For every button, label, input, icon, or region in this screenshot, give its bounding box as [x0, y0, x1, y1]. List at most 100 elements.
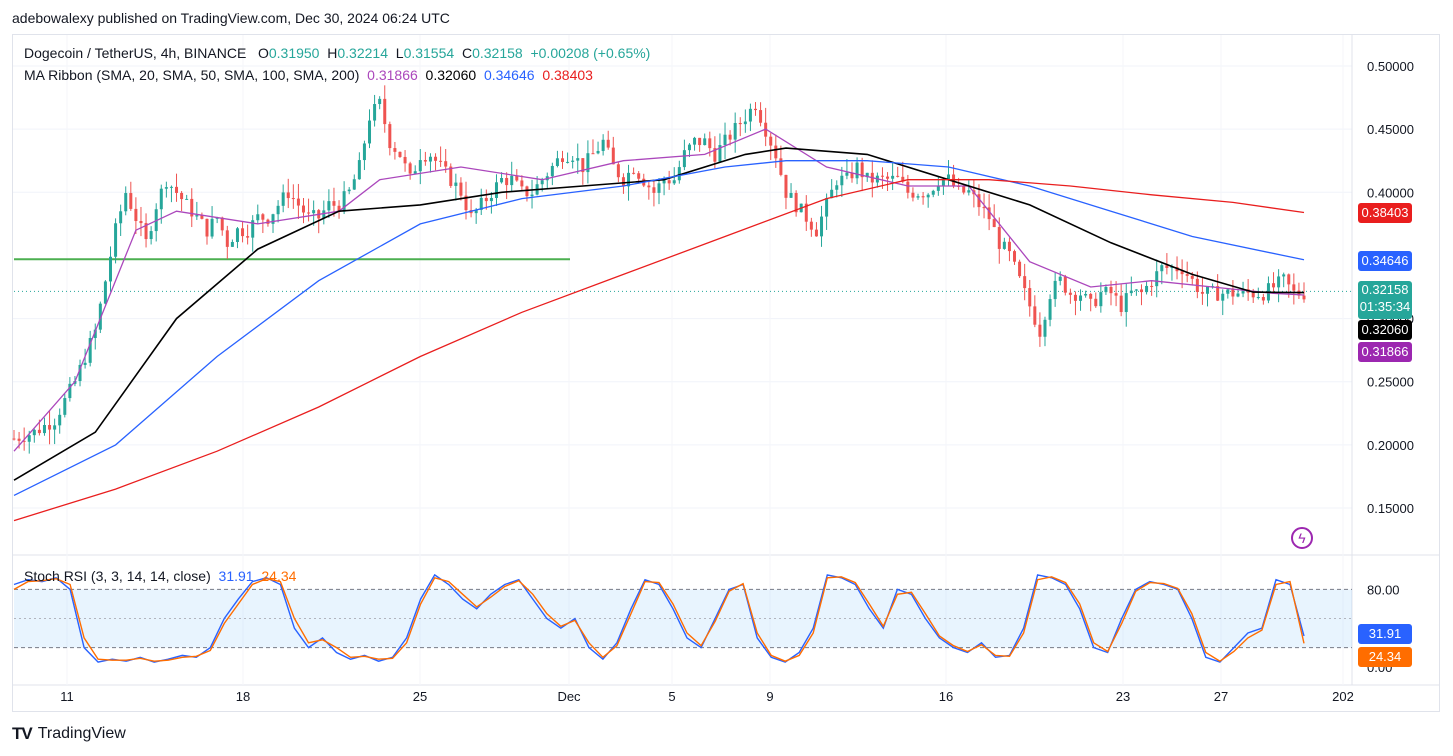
ma-title: MA Ribbon (SMA, 20, SMA, 50, SMA, 100, S… [24, 67, 360, 83]
candle-body [378, 98, 382, 105]
candle-body [891, 175, 895, 179]
countdown-timer: 01:35:34 [1359, 299, 1411, 314]
candle-body [1251, 292, 1255, 298]
candle-body [210, 218, 214, 237]
candle-body [1094, 298, 1098, 307]
candle-body [1226, 289, 1230, 294]
candle-body [1023, 276, 1027, 289]
ma100-value: 0.34646 [483, 67, 535, 83]
candle-body [327, 201, 331, 211]
candle-body [281, 192, 285, 206]
candle-body [713, 148, 717, 162]
candle-body [1236, 293, 1240, 297]
candle-body [190, 198, 194, 217]
symbol-legend: Dogecoin / TetherUS, 4h, BINANCE O0.3195… [24, 45, 650, 61]
support-line [14, 258, 1352, 292]
candle-body [901, 176, 905, 182]
candle-body [1287, 274, 1291, 285]
high-label: H [327, 45, 338, 61]
candle-body [12, 438, 16, 440]
candle-body [58, 414, 62, 426]
candle-body [1053, 280, 1057, 300]
candle-body [164, 187, 168, 189]
candle-body [93, 329, 97, 339]
candles [12, 85, 1306, 454]
candle-body [357, 160, 361, 180]
last-price-tag: 0.32158 01:35:34 [1358, 281, 1412, 319]
candle-body [1160, 265, 1164, 272]
candle-body [1231, 289, 1235, 297]
candle-body [83, 362, 87, 365]
candle-body [428, 156, 432, 162]
price-axis-label: 0.40000 [1367, 185, 1414, 200]
open-label: O [257, 45, 269, 61]
candle-body [814, 229, 818, 237]
candle-body [362, 143, 366, 161]
candle-body [753, 108, 757, 111]
ma200-value: 0.38403 [542, 67, 593, 83]
candle-body [408, 163, 412, 174]
candle-body [911, 192, 915, 198]
candle-body [22, 440, 26, 442]
candle-body [251, 220, 255, 238]
candle-body [825, 198, 829, 217]
candle-body [804, 203, 808, 222]
candle-body [1302, 295, 1306, 300]
candle-body [632, 172, 636, 174]
tv-logo-icon: TV [12, 724, 33, 743]
candle-body [1002, 241, 1006, 249]
candle-body [1145, 285, 1149, 293]
candle-body [230, 241, 234, 247]
candle-body [332, 201, 336, 206]
tradingview-logo[interactable]: TV TradingView [12, 724, 126, 744]
candle-body [368, 120, 372, 144]
time-axis-label: 16 [939, 689, 953, 704]
brand-name: TradingView [37, 725, 126, 742]
candle-body [1206, 286, 1210, 294]
candle-body [1277, 276, 1281, 288]
candle-body [515, 175, 519, 181]
time-axis-label: 5 [668, 689, 675, 704]
candle-body [175, 186, 179, 193]
candle-body [718, 145, 722, 162]
candle-body [693, 137, 697, 145]
candle-body [352, 179, 356, 190]
candle-body [708, 138, 712, 149]
candle-body [484, 197, 488, 202]
candle-body [1114, 293, 1118, 296]
candle-body [439, 160, 443, 162]
time-axis-label: 25 [413, 689, 427, 704]
candle-body [1165, 265, 1169, 268]
candle-body [1155, 271, 1159, 287]
candle-body [225, 230, 229, 247]
candle-body [576, 158, 580, 161]
candle-body [1221, 293, 1225, 301]
rsi-k-line [13, 573, 1305, 663]
candle-body [413, 171, 417, 174]
candle-body [1170, 267, 1174, 269]
candle-body [98, 303, 102, 330]
low-value: 0.31554 [403, 45, 455, 61]
candle-body [738, 122, 742, 125]
rsi-d-tag: 24.34 [1358, 647, 1412, 667]
time-axis-label: Dec [557, 689, 581, 704]
candle-body [205, 218, 209, 237]
price-axis-label: 0.15000 [1367, 501, 1414, 516]
candle-body [124, 193, 128, 212]
candle-body [1185, 274, 1189, 276]
candle-body [820, 216, 824, 237]
time-axis-label: 11 [60, 689, 74, 704]
candle-body [677, 167, 681, 181]
lightning-icon[interactable]: ϟ [1291, 527, 1313, 549]
candle-body [200, 215, 204, 219]
candle-body [159, 188, 163, 210]
time-axis-label: 27 [1214, 689, 1228, 704]
rsi-d-line [13, 576, 1305, 663]
close-label: C [461, 45, 473, 61]
candle-body [296, 198, 300, 206]
sma50-line [13, 147, 1305, 481]
candle-body [1150, 285, 1154, 287]
candle-body [337, 205, 341, 212]
candle-body [1282, 274, 1286, 277]
